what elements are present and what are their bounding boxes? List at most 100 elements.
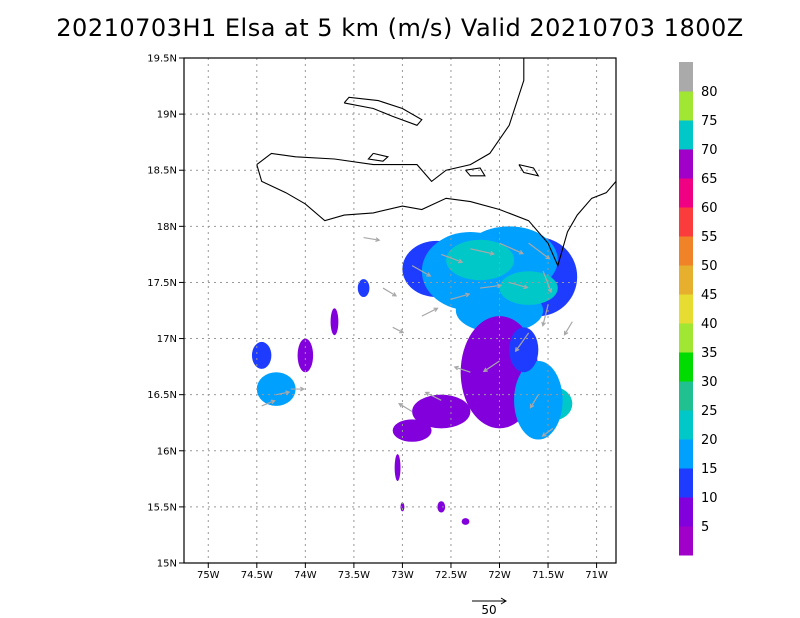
colorbar-segment-12 <box>679 178 693 208</box>
colorbar-label-1: 10 <box>701 491 718 506</box>
wind-patch-21 <box>461 518 470 525</box>
wind-patch-12 <box>509 327 539 373</box>
colorbar-label-10: 55 <box>701 230 718 245</box>
colorbar-segment-14 <box>679 120 693 150</box>
coastline-segment-5 <box>518 164 540 177</box>
wind-patch-10 <box>392 419 432 442</box>
colorbar-segment-16 <box>679 62 693 92</box>
wind-vector-14 <box>480 283 503 289</box>
x-tick-label-0: 75W <box>197 570 220 581</box>
y-tick-label-5: 17.5N <box>147 278 177 289</box>
reference-vector-label: 50 <box>481 603 496 617</box>
colorbar-label-4: 25 <box>701 404 718 419</box>
colorbar-segment-7 <box>679 323 693 353</box>
wind-vector-21 <box>261 399 276 407</box>
x-tick-label-6: 72W <box>488 570 511 581</box>
colorbar-label-2: 15 <box>701 462 718 477</box>
y-tick-label-1: 15.5N <box>147 502 177 513</box>
y-tick-label-0: 15N <box>157 559 177 570</box>
y-tick-label-7: 18.5N <box>147 166 177 177</box>
wind-vector-5 <box>542 271 553 294</box>
colorbar-label-7: 40 <box>701 317 718 332</box>
colorbar-segment-2 <box>679 468 693 498</box>
wind-patch-5 <box>446 239 515 281</box>
x-tick-label-8: 71W <box>585 570 608 581</box>
coastline-segment-4 <box>465 167 486 177</box>
colorbar-label-15: 80 <box>701 85 718 100</box>
wind-vector-20 <box>276 390 291 396</box>
wind-vector-24 <box>563 321 573 336</box>
wind-vector-9 <box>453 365 471 373</box>
coastline <box>256 58 616 268</box>
wind-vector-3 <box>499 242 525 255</box>
reference-arrow <box>472 597 507 605</box>
wind-vector-11 <box>398 403 413 413</box>
wind-patch-15 <box>297 338 314 373</box>
x-tick-label-2: 74W <box>294 570 317 581</box>
wind-vector-22 <box>290 386 306 392</box>
y-tick-label-6: 18N <box>157 222 177 233</box>
colorbar-segment-1 <box>679 497 693 527</box>
coastline-segment-3 <box>367 152 390 162</box>
x-tick-label-5: 72.5W <box>435 570 467 581</box>
colorbar-segment-0 <box>679 526 693 556</box>
wind-patch-13 <box>256 372 296 406</box>
wind-vector-6 <box>541 304 549 327</box>
wind-vector-4 <box>528 242 551 260</box>
colorbar-segment-9 <box>679 265 693 295</box>
wind-vector-13 <box>450 292 471 300</box>
coastline-segment-0 <box>343 96 423 126</box>
colorbar-label-8: 45 <box>701 288 718 303</box>
wind-vector-12 <box>421 307 439 317</box>
colorbar-label-11: 60 <box>701 201 718 216</box>
plot-area: 75W 74.5W 74W 73.5W 73W 72.5W 72W 71.5W 71W 15N 15… <box>147 54 617 582</box>
x-tick-label-1: 74.5W <box>241 570 273 581</box>
wind-field <box>251 226 578 525</box>
x-tick-label-3: 73.5W <box>338 570 370 581</box>
wind-patch-19 <box>400 502 405 512</box>
colorbar-label-12: 65 <box>701 172 718 187</box>
wind-patch-6 <box>499 271 558 305</box>
wind-vector-19 <box>363 236 381 243</box>
x-tick-label-4: 73W <box>391 570 414 581</box>
plot-frame <box>183 57 617 564</box>
wind-vector-7 <box>514 332 530 353</box>
y-tick-label-8: 19N <box>157 110 177 121</box>
y-tick-label-2: 16N <box>157 446 177 457</box>
x-tick-label-7: 71.5W <box>532 570 564 581</box>
wind-vector-8 <box>482 360 500 373</box>
wind-patch-11 <box>514 361 563 440</box>
colorbar-segment-5 <box>679 381 693 411</box>
axis-ticks: 75W 74.5W 74W 73.5W 73W 72.5W 72W 71.5W 71W 15N 15… <box>147 54 608 582</box>
colorbar: 5 10 15 20 25 30 35 40 45 50 55 60 65 70 75 80 <box>679 62 718 556</box>
y-tick-label-4: 17N <box>157 334 177 345</box>
wind-patch-14 <box>251 341 272 369</box>
y-tick-label-3: 16.5N <box>147 390 177 401</box>
wind-vectors <box>261 236 573 437</box>
colorbar-segment-10 <box>679 236 693 266</box>
colorbar-label-0: 5 <box>701 520 709 535</box>
colorbar-label-13: 70 <box>701 143 718 158</box>
colorbar-segment-11 <box>679 207 693 237</box>
colorbar-segment-3 <box>679 439 693 469</box>
wind-patch-17 <box>357 279 370 298</box>
colorbar-segment-4 <box>679 410 693 440</box>
wind-vector-1 <box>441 253 464 264</box>
coastline-segment-1 <box>256 58 525 183</box>
wind-patch-18 <box>394 454 401 482</box>
colorbar-label-5: 30 <box>701 375 718 390</box>
colorbar-segment-8 <box>679 294 693 324</box>
colorbar-segment-13 <box>679 149 693 179</box>
wind-patch-16 <box>330 308 339 336</box>
chart-title: 20210703H1 Elsa at 5 km (m/s) Valid 2021… <box>56 14 744 42</box>
colorbar-segment-6 <box>679 352 693 382</box>
wind-vector-18 <box>382 287 398 297</box>
wind-patch-20 <box>437 501 446 513</box>
colorbar-segment-15 <box>679 91 693 121</box>
wind-patch-9 <box>412 394 471 429</box>
wind-vector-23 <box>392 326 405 334</box>
wind-vector-2 <box>470 248 496 256</box>
y-tick-label-9: 19.5N <box>147 54 177 65</box>
colorbar-label-14: 75 <box>701 114 718 129</box>
